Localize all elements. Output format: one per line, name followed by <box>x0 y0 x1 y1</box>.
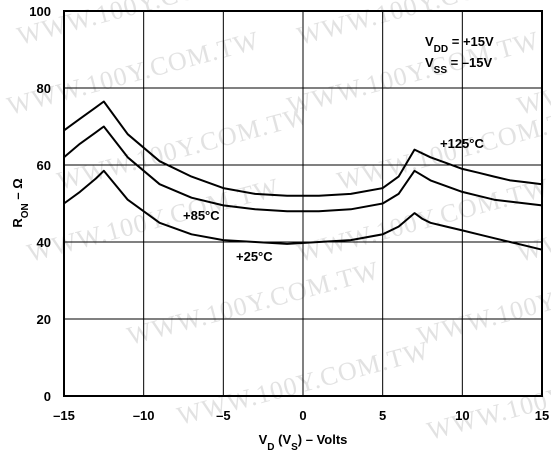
series-line-125Cc <box>63 100 543 197</box>
series-layer <box>63 100 543 251</box>
y-tick-labels: 0 20 40 60 80 100 <box>29 4 51 404</box>
x-tick-label: –15 <box>53 408 75 423</box>
x-tick-labels: –15 –10 –5 0 5 10 15 <box>53 408 549 423</box>
y-tick-label: 60 <box>37 158 51 173</box>
x-tick-label: 10 <box>455 408 469 423</box>
series-line-85Cc <box>63 125 543 213</box>
y-tick-label: 80 <box>37 81 51 96</box>
x-tick-label: –5 <box>216 408 230 423</box>
supply-condition-label: VDD = +15V <box>425 34 494 55</box>
y-tick-label: 100 <box>29 4 51 19</box>
x-tick-label: 15 <box>535 408 549 423</box>
y-axis-title: RON – Ω <box>10 178 31 227</box>
watermark-text: WWW.100Y.COM.TW <box>424 351 551 446</box>
x-tick-label: 0 <box>299 408 306 423</box>
plot-frame <box>63 10 543 397</box>
watermark-text: WWW.100Y.COM.TW <box>294 173 551 268</box>
x-tick-label: 5 <box>379 408 386 423</box>
x-axis-title: VD (VS) – Volts <box>259 432 348 453</box>
y-tick-label: 20 <box>37 312 51 327</box>
x-tick-label: –10 <box>133 408 155 423</box>
supply-condition-label: VSS = –15V <box>425 55 493 76</box>
y-tick-label: 0 <box>44 389 51 404</box>
series-label: +85°C <box>183 208 220 223</box>
watermark-text: WWW.100Y.COM.TW <box>414 256 551 351</box>
series-line-25Cc <box>63 169 543 251</box>
series-label: +25°C <box>236 249 273 264</box>
series-label: +125°C <box>440 136 484 151</box>
watermark-text: WWW.100Y.COM.TW <box>124 256 382 351</box>
y-tick-label: 40 <box>37 235 51 250</box>
